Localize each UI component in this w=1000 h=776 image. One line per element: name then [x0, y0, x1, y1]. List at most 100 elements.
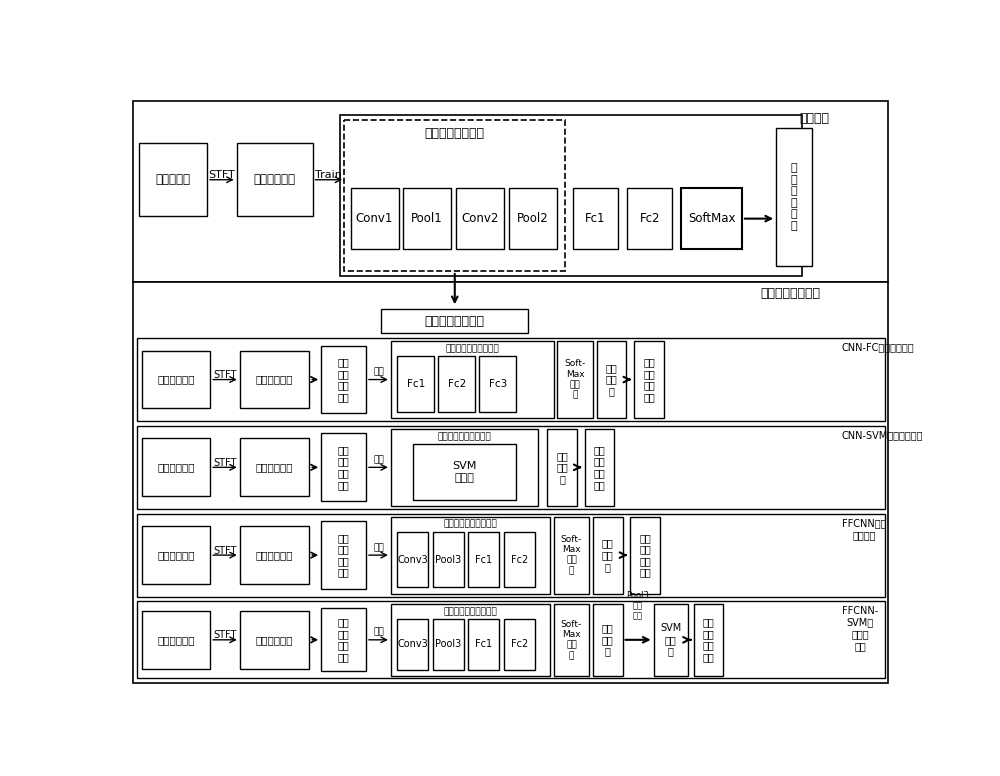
Text: Pool2: Pool2 [517, 212, 549, 225]
Bar [391, 517, 550, 594]
Bar [456, 188, 504, 249]
Text: 连接: 连接 [373, 543, 384, 552]
Text: 目标域样本集: 目标域样本集 [157, 462, 195, 473]
Bar [681, 188, 742, 249]
Text: 目标域模型需训练部分: 目标域模型需训练部分 [443, 520, 497, 528]
Text: Fc2: Fc2 [448, 379, 466, 390]
Text: CNN-FC模型迁移方法: CNN-FC模型迁移方法 [842, 342, 914, 352]
Text: Pool3
输出
训练: Pool3 输出 训练 [627, 591, 649, 621]
Bar [240, 351, 309, 408]
Text: 源域
模型
迁移
部分: 源域 模型 迁移 部分 [338, 445, 349, 490]
Bar [593, 517, 623, 594]
Bar [654, 604, 688, 676]
Text: FFCNN-
SVM模
型迁移
方法: FFCNN- SVM模 型迁移 方法 [842, 606, 878, 651]
Text: 时频
图对
应标
签值: 时频 图对 应标 签值 [643, 357, 655, 402]
Bar [137, 338, 885, 421]
Text: STFT: STFT [213, 630, 237, 640]
Text: Fc1: Fc1 [585, 212, 606, 225]
Bar [627, 188, 672, 249]
Text: Conv3: Conv3 [397, 555, 428, 565]
Text: SVM
分类
器: SVM 分类 器 [660, 623, 681, 656]
Bar [391, 429, 538, 506]
Text: STFT: STFT [213, 546, 237, 556]
Bar [438, 356, 475, 412]
Text: 连接: 连接 [373, 628, 384, 636]
Text: 连接: 连接 [373, 456, 384, 464]
Text: 源域
模型
迁移
部分: 源域 模型 迁移 部分 [338, 357, 349, 402]
Text: 目标
域模
型: 目标 域模 型 [602, 623, 614, 656]
Bar [413, 444, 516, 500]
Bar [403, 188, 451, 249]
Bar [509, 188, 557, 249]
Text: STFT: STFT [213, 370, 237, 380]
Text: 源域
模型
迁移
部分: 源域 模型 迁移 部分 [338, 618, 349, 662]
Text: Soft-
Max
分类
器: Soft- Max 分类 器 [561, 620, 582, 660]
Text: 源域模型: 源域模型 [799, 113, 829, 126]
Bar [142, 526, 210, 584]
Text: Conv3: Conv3 [397, 639, 428, 650]
Text: Train: Train [315, 170, 342, 180]
Text: 源域时频图集: 源域时频图集 [256, 635, 293, 645]
Text: Conv2: Conv2 [461, 212, 499, 225]
Bar [237, 143, 313, 217]
Bar [321, 608, 366, 671]
Bar [634, 341, 664, 418]
Bar [351, 188, 399, 249]
Bar [433, 619, 464, 670]
Bar [504, 532, 535, 587]
Bar [573, 188, 618, 249]
Text: Pool3: Pool3 [435, 555, 461, 565]
Text: Soft-
Max
分类
器: Soft- Max 分类 器 [565, 359, 586, 400]
Text: 各种模型迁移方法: 各种模型迁移方法 [761, 287, 820, 300]
Bar [391, 604, 550, 676]
Text: 目标域样本集: 目标域样本集 [157, 635, 195, 645]
Text: 时频
图对
应标
签值: 时频 图对 应标 签值 [593, 445, 605, 490]
Bar [240, 611, 309, 669]
Text: 目标域模型需训练部分: 目标域模型需训练部分 [443, 607, 497, 616]
Bar [554, 517, 589, 594]
Text: 目标
域模
型: 目标 域模 型 [606, 363, 618, 397]
Text: 目标域样本集: 目标域样本集 [157, 375, 195, 385]
Bar [776, 128, 812, 266]
Text: Fc3: Fc3 [489, 379, 507, 390]
Text: STFT: STFT [208, 170, 235, 180]
Bar [321, 345, 366, 414]
Bar [468, 619, 499, 670]
Text: Fc2: Fc2 [511, 639, 528, 650]
Bar [381, 309, 528, 334]
Bar [240, 526, 309, 584]
Bar [397, 619, 428, 670]
Bar [321, 434, 366, 501]
Text: Fc2: Fc2 [639, 212, 660, 225]
Text: 目标域模型需训练部分: 目标域模型需训练部分 [445, 345, 499, 353]
Text: 目标
域模
型: 目标 域模 型 [556, 451, 568, 484]
Bar [321, 521, 366, 589]
Text: Fc1: Fc1 [406, 379, 425, 390]
Bar [240, 438, 309, 496]
Bar [630, 517, 660, 594]
Bar [557, 341, 593, 418]
Text: 时频
图对
应标
签值: 时频 图对 应标 签值 [703, 618, 714, 662]
Bar [597, 341, 626, 418]
Text: STFT: STFT [213, 458, 237, 468]
Text: SoftMax: SoftMax [688, 212, 735, 225]
Text: Conv1: Conv1 [356, 212, 393, 225]
Bar [133, 282, 888, 683]
Text: 目标
域模
型: 目标 域模 型 [602, 539, 614, 572]
Text: 源域样本集: 源域样本集 [156, 173, 191, 186]
Text: 源域时频图集: 源域时频图集 [256, 375, 293, 385]
Text: FFCNN模型
迁移方法: FFCNN模型 迁移方法 [842, 518, 886, 540]
Text: Pool3: Pool3 [435, 639, 461, 650]
Text: 时频
图对
应标
签值: 时频 图对 应标 签值 [639, 532, 651, 577]
Text: Soft-
Max
分类
器: Soft- Max 分类 器 [561, 535, 582, 575]
Bar [340, 115, 802, 276]
Bar [694, 604, 723, 676]
Text: 连接: 连接 [373, 367, 384, 376]
Bar [137, 601, 885, 678]
Text: 源域
模型
迁移
部分: 源域 模型 迁移 部分 [338, 532, 349, 577]
Bar [391, 341, 554, 418]
Bar [554, 604, 589, 676]
Text: 源域时频图集: 源域时频图集 [256, 462, 293, 473]
Bar [479, 356, 516, 412]
Text: Fc1: Fc1 [475, 639, 492, 650]
